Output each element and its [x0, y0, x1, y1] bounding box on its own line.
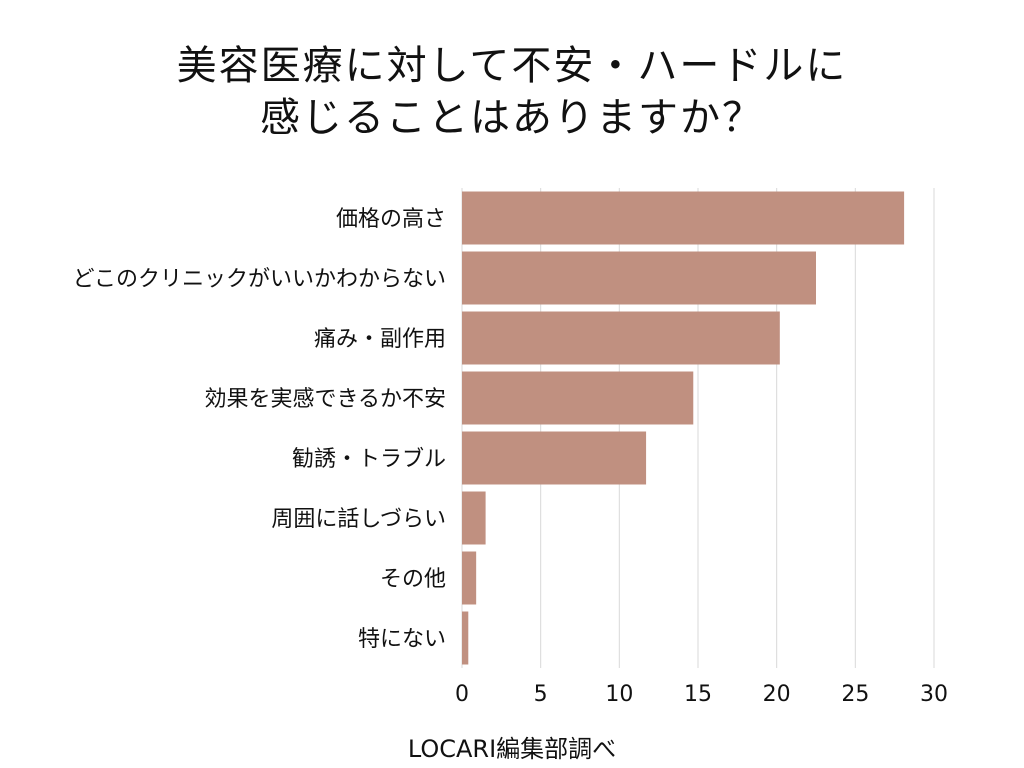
x-tick-label: 0 [455, 682, 469, 707]
x-tick-label: 25 [841, 682, 869, 707]
chart-title: 美容医療に対して不安・ハードルに 感じることはありますか？ [0, 40, 1024, 144]
x-tick-label: 30 [920, 682, 948, 707]
x-tick-label: 20 [763, 682, 791, 707]
bar-2 [462, 311, 780, 365]
bar-6 [462, 551, 477, 605]
chart-title-line-2: 感じることはありますか？ [260, 95, 764, 141]
bar-5 [462, 491, 486, 545]
category-label: 特にない [358, 627, 446, 652]
x-tick-label: 10 [605, 682, 633, 707]
category-label: 価格の高さ [336, 207, 446, 232]
x-tick-labels: 0 5 10 15 20 25 30 [455, 682, 948, 707]
x-tick-label: 5 [534, 682, 548, 707]
bar-4 [462, 431, 647, 485]
bar-3 [462, 371, 694, 425]
category-labels: 価格の高さどこのクリニックがいいかわからない痛み・副作用効果を実感できるか不安勧… [73, 207, 446, 652]
bar-7 [462, 611, 469, 665]
bar-1 [462, 251, 816, 305]
category-label: どこのクリニックがいいかわからない [73, 267, 446, 292]
chart-title-line-1: 美容医療に対して不安・ハードルに [176, 43, 848, 89]
x-tick-label: 15 [684, 682, 712, 707]
category-label: その他 [380, 567, 446, 592]
bars [462, 191, 905, 665]
source-note: LOCARI編集部調べ [407, 735, 617, 763]
category-label: 勧誘・トラブル [292, 447, 446, 472]
category-label: 周囲に話しづらい [271, 507, 446, 532]
category-label: 効果を実感できるか不安 [204, 387, 446, 412]
category-label: 痛み・副作用 [314, 327, 446, 352]
bar-0 [462, 191, 905, 245]
